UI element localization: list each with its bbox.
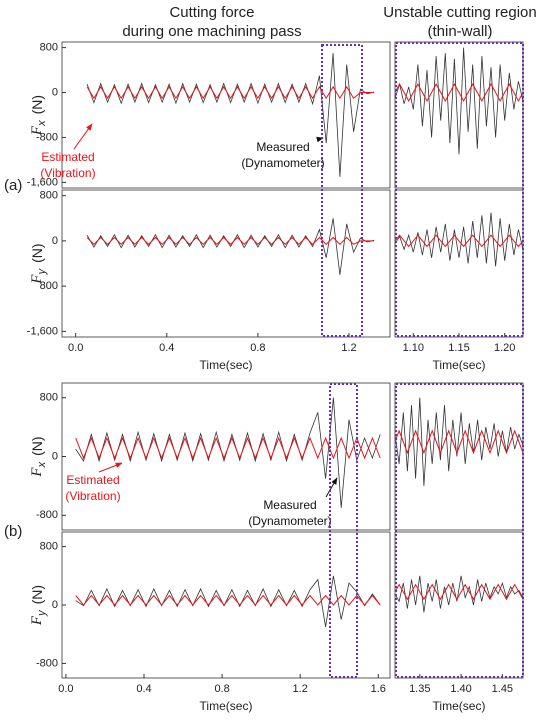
plot-frame: [61, 531, 391, 679]
header: (thin-wall): [427, 23, 492, 40]
header: during one machining pass: [122, 23, 301, 40]
x-axis-label: Time(sec): [200, 699, 253, 713]
plot-frame: [394, 41, 524, 189]
annotation: (Vibration): [40, 166, 95, 180]
x-tick-label: 1.35: [409, 683, 430, 695]
header: Unstable cutting region: [383, 4, 536, 21]
panel-label: (a): [4, 177, 22, 194]
y-axis-label: Fy (N): [29, 585, 48, 626]
y-tick-label: 800: [40, 392, 58, 404]
header: Cutting force: [169, 4, 254, 21]
series-line: [394, 234, 524, 248]
plot-frame: [394, 382, 524, 531]
series-line: [86, 236, 375, 246]
highlight-box: [329, 383, 358, 678]
x-tick-label: 0.4: [159, 342, 174, 354]
y-label-unit: (N): [29, 95, 45, 114]
y-axis-label: Fx (N): [29, 436, 48, 477]
y-label-symbol: F: [29, 615, 45, 626]
x-tick-label: 0.8: [250, 342, 265, 354]
y-label-subscript: y: [36, 267, 48, 275]
x-tick-label: 0.0: [68, 342, 83, 354]
y-axis-label: Fy (N): [29, 243, 48, 284]
series-line: [86, 218, 375, 275]
annotation: (Dynamometer): [248, 514, 331, 528]
y-tick-label: 800: [40, 42, 58, 54]
y-label-subscript: y: [36, 609, 48, 617]
series-line: [394, 212, 524, 267]
series-line: [75, 594, 381, 606]
plot-frame: [61, 41, 391, 189]
y-label-symbol: F: [29, 274, 45, 285]
y-tick-label: 800: [40, 541, 58, 553]
y-tick-label: 800: [40, 280, 58, 292]
x-tick-label: 0.4: [136, 683, 151, 695]
annotation: (Dynamometer): [241, 156, 324, 170]
y-label-subscript: x: [36, 120, 48, 127]
series-line: [394, 47, 524, 155]
series-line: [394, 397, 524, 486]
x-tick-label: 1.20: [494, 342, 515, 354]
annotation: (Vibration): [65, 489, 120, 503]
y-tick-label: 0: [52, 599, 58, 611]
y-tick-label: 800: [40, 190, 58, 202]
annotation-arrow: [325, 477, 338, 498]
plot-frame: [394, 189, 524, 338]
y-tick-label: -800: [36, 657, 58, 669]
y-label-symbol: F: [29, 467, 45, 478]
y-tick-label: -1,600: [27, 325, 58, 337]
x-axis-label: Time(sec): [200, 358, 253, 372]
series-line: [75, 436, 381, 460]
highlight-box: [395, 383, 524, 678]
series-line: [394, 583, 524, 601]
x-tick-label: 1.15: [448, 342, 469, 354]
highlight-box: [395, 42, 524, 337]
highlight-box: [321, 44, 363, 337]
annotation: Measured: [263, 498, 316, 512]
y-label-symbol: F: [29, 125, 45, 136]
annotation-arrow: [73, 123, 93, 150]
series-line: [86, 85, 375, 100]
plots: 800 0 -800 -1,600 Fx (N) Estimated (Vibration) M…: [27, 41, 524, 713]
y-tick-label: -800: [36, 509, 58, 521]
annotation: Measured: [256, 140, 309, 154]
y-label-subscript: x: [36, 461, 48, 468]
y-tick-label: -800: [36, 131, 58, 143]
annotation: Estimated: [66, 473, 119, 487]
x-axis-label: Time(sec): [433, 699, 486, 713]
y-axis-label: Fx (N): [29, 95, 48, 136]
y-tick-label: 0: [52, 235, 58, 247]
y-tick-label: -1,600: [27, 176, 58, 188]
plot-frame: [61, 382, 391, 531]
series-line: [86, 53, 375, 177]
x-tick-label: 1.10: [403, 342, 424, 354]
x-tick-label: 1.2: [293, 683, 308, 695]
plot-frame: [61, 189, 391, 338]
x-tick-label: 0.0: [58, 683, 73, 695]
y-tick-label: 0: [52, 86, 58, 98]
x-tick-label: 0.8: [214, 683, 229, 695]
series-line: [75, 397, 381, 508]
y-tick-label: 0: [52, 450, 58, 462]
series-line: [75, 575, 381, 627]
series-line: [394, 429, 524, 455]
series-line: [394, 575, 524, 613]
x-tick-label: 1.6: [371, 683, 386, 695]
x-tick-label: 1.45: [492, 683, 513, 695]
x-axis-label: Time(sec): [433, 358, 486, 372]
x-tick-label: 1.40: [450, 683, 471, 695]
x-tick-label: 1.2: [341, 342, 356, 354]
panel-label: (b): [4, 523, 22, 540]
plot-frame: [394, 531, 524, 679]
series-line: [394, 83, 524, 103]
annotation: Estimated: [41, 150, 94, 164]
y-label-unit: (N): [29, 436, 45, 455]
y-label-unit: (N): [29, 585, 45, 604]
annotation-arrow: [98, 462, 123, 473]
y-label-unit: (N): [29, 243, 45, 262]
